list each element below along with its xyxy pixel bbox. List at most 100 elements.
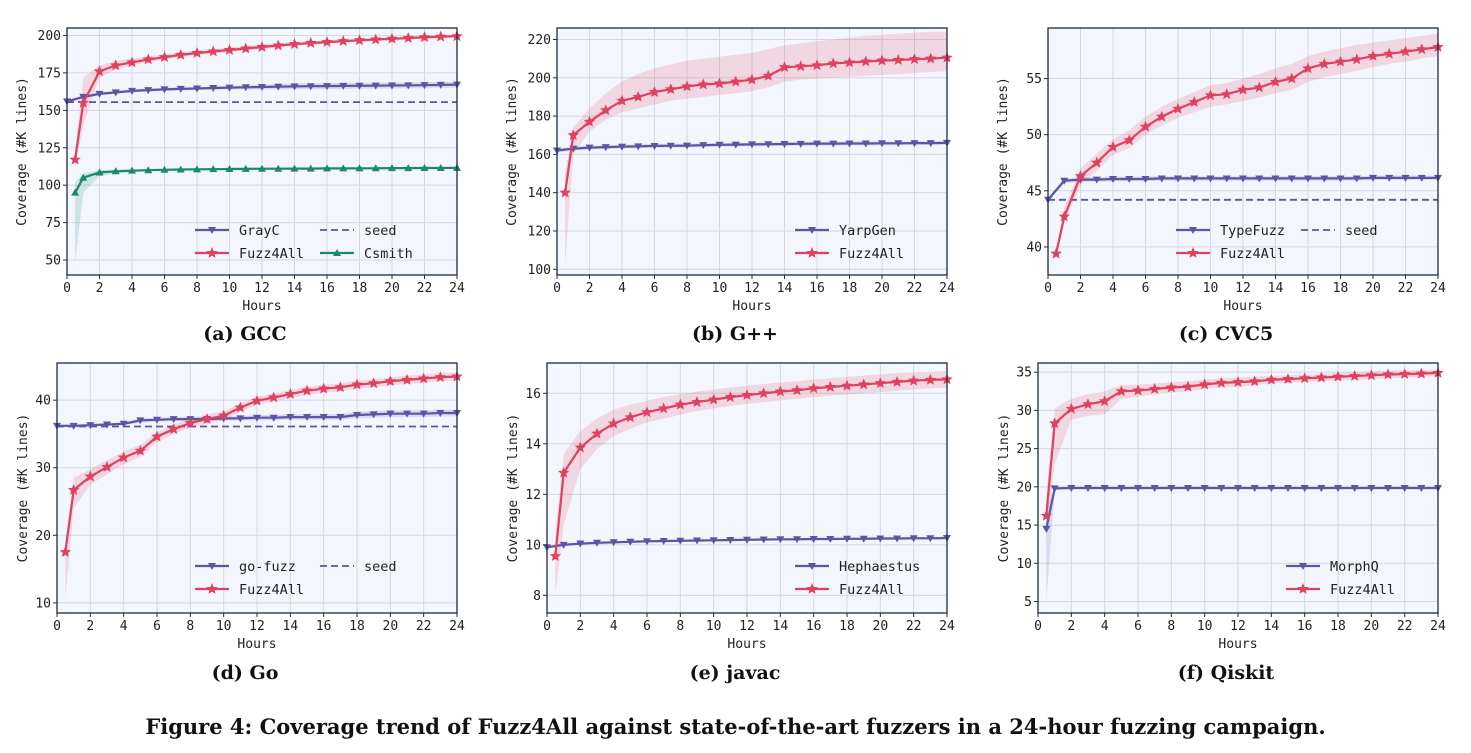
y-tick-label: 25 — [1016, 442, 1032, 457]
data-point — [1385, 174, 1394, 182]
x-tick-label: 12 — [249, 619, 265, 634]
legend-marker — [808, 227, 816, 234]
legend-label: YarpGen — [839, 223, 896, 239]
x-tick-label: 22 — [417, 281, 433, 296]
x-tick-label: 4 — [120, 619, 128, 634]
x-tick-label: 18 — [1333, 281, 1349, 296]
data-point — [386, 410, 395, 418]
y-tick-label: 10 — [1016, 557, 1032, 572]
data-point — [634, 143, 643, 151]
data-point — [697, 78, 709, 90]
data-point — [353, 412, 361, 420]
data-point — [388, 82, 396, 90]
x-tick-label: 18 — [352, 281, 368, 296]
x-tick-label: 14 — [1264, 619, 1280, 634]
data-point — [317, 382, 330, 394]
series-markers — [553, 139, 951, 155]
data-point — [1058, 210, 1070, 222]
data-point — [1271, 175, 1280, 183]
data-point — [1287, 175, 1296, 183]
data-point — [77, 96, 89, 108]
data-point — [1042, 525, 1051, 533]
data-point — [1092, 176, 1101, 184]
data-point — [160, 86, 169, 94]
data-point — [748, 141, 756, 149]
x-tick-label: 14 — [777, 281, 793, 296]
y-tick-label: 125 — [38, 141, 61, 156]
data-point — [730, 75, 742, 87]
legend-label: go-fuzz — [239, 559, 296, 575]
y-tick-label: 140 — [528, 186, 551, 201]
series-markers — [559, 51, 953, 198]
data-point — [609, 539, 618, 547]
x-tick-label: 24 — [449, 619, 465, 634]
data-point — [1417, 485, 1426, 492]
data-point — [306, 83, 315, 91]
data-point — [780, 141, 789, 149]
data-point — [1190, 175, 1199, 183]
data-point — [1167, 485, 1176, 492]
x-tick-label: 20 — [873, 619, 889, 634]
x-tick-label: 4 — [1101, 619, 1109, 634]
data-point — [1204, 89, 1217, 101]
y-tick-label: 35 — [1016, 366, 1032, 381]
legend-marker — [206, 246, 218, 258]
series-markers — [71, 163, 461, 196]
data-point — [845, 140, 854, 148]
x-tick-label: 18 — [839, 619, 855, 634]
data-point — [1365, 369, 1378, 381]
data-point — [1082, 398, 1094, 410]
y-tick-label: 200 — [528, 71, 551, 86]
data-point — [402, 32, 414, 43]
data-point — [288, 38, 301, 50]
data-point — [618, 143, 626, 151]
data-point — [353, 34, 366, 46]
data-point — [1172, 102, 1184, 114]
data-point — [305, 36, 317, 48]
x-tick-label: 16 — [1300, 281, 1316, 296]
x-tick-label: 10 — [712, 281, 728, 296]
data-point — [659, 538, 668, 546]
x-tick-label: 0 — [1044, 281, 1052, 296]
data-point — [796, 140, 805, 148]
legend-marker — [208, 563, 216, 570]
data-point — [1269, 75, 1282, 87]
data-point — [764, 141, 773, 149]
x-tick-label: 20 — [383, 619, 399, 634]
data-point — [193, 165, 201, 173]
data-point — [1109, 176, 1117, 184]
data-point — [253, 414, 261, 422]
data-point — [924, 373, 937, 385]
data-point — [1100, 485, 1109, 492]
data-point — [699, 142, 708, 150]
data-point — [286, 414, 295, 422]
x-tick-label: 22 — [907, 281, 923, 296]
data-point — [1048, 417, 1061, 429]
x-tick-label: 2 — [1077, 281, 1085, 296]
y-tick-label: 50 — [45, 254, 61, 269]
chart-panel-gcc: 0 2 4 6 8 10 12 14 16 18 20 22 24 50 75 100 125 150 175 200… — [0, 0, 490, 345]
legend-marker — [1297, 582, 1309, 594]
x-tick-label: 6 — [651, 281, 659, 296]
data-point — [657, 402, 670, 414]
x-tick-label: 8 — [1174, 281, 1182, 296]
y-tick-label: 175 — [38, 66, 61, 81]
data-point — [371, 82, 380, 90]
data-point — [757, 387, 770, 399]
data-point — [1352, 175, 1361, 183]
data-point — [1383, 47, 1395, 59]
data-point — [648, 86, 661, 97]
data-point — [1157, 175, 1166, 183]
data-point — [1336, 175, 1345, 183]
series-markers — [1042, 485, 1442, 533]
data-point — [1117, 485, 1126, 492]
data-point — [1384, 485, 1392, 492]
data-point — [321, 36, 333, 47]
x-tick-label: 10 — [216, 619, 232, 634]
data-point — [576, 540, 585, 548]
data-point — [829, 140, 838, 148]
data-point — [1074, 170, 1087, 182]
data-point — [274, 83, 283, 91]
data-point — [709, 537, 718, 545]
data-point — [626, 538, 635, 546]
